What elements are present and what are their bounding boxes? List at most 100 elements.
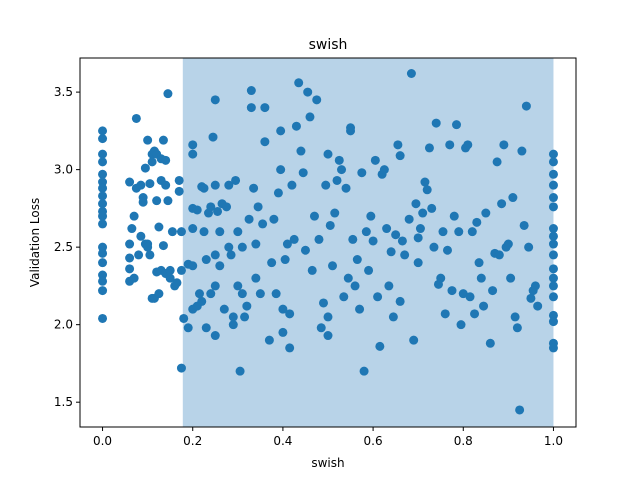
- data-point: [165, 265, 175, 275]
- data-point: [129, 273, 139, 283]
- data-point: [179, 313, 189, 323]
- data-point: [161, 155, 171, 165]
- y-tick-label: 2.5: [54, 240, 73, 254]
- data-point: [350, 281, 360, 291]
- data-point: [194, 289, 204, 299]
- data-point: [334, 155, 344, 165]
- data-point: [260, 137, 270, 147]
- data-point: [98, 242, 108, 252]
- data-point: [224, 242, 234, 252]
- data-point: [388, 312, 398, 322]
- y-tick-label: 2.0: [54, 318, 73, 332]
- data-point: [276, 165, 286, 175]
- data-point: [429, 242, 439, 252]
- data-point: [395, 151, 405, 161]
- y-axis-ticks: 1.5 2.0 2.5 3.0 3.5: [54, 85, 80, 409]
- data-point: [384, 281, 394, 291]
- data-point: [143, 242, 153, 252]
- data-point: [472, 217, 482, 227]
- data-point: [163, 89, 173, 99]
- data-point: [325, 220, 335, 230]
- data-point: [210, 95, 220, 105]
- data-point: [98, 134, 108, 144]
- data-point: [161, 180, 171, 190]
- data-point: [231, 175, 241, 185]
- data-point: [393, 140, 403, 150]
- data-point: [176, 265, 186, 275]
- data-point: [548, 239, 558, 249]
- data-point: [188, 140, 198, 150]
- data-point: [278, 327, 288, 337]
- data-point: [98, 270, 108, 280]
- data-point: [488, 286, 498, 296]
- data-point: [474, 258, 484, 268]
- data-point: [368, 236, 378, 246]
- data-point: [449, 211, 459, 221]
- data-point: [316, 323, 326, 333]
- data-point: [255, 289, 265, 299]
- data-point: [271, 289, 281, 299]
- data-point: [228, 312, 238, 322]
- data-point: [125, 177, 135, 187]
- data-point: [503, 239, 513, 249]
- data-point: [264, 335, 274, 345]
- data-point: [395, 296, 405, 306]
- data-point: [246, 86, 256, 96]
- data-point: [323, 312, 333, 322]
- data-point: [548, 264, 558, 274]
- data-point: [397, 236, 407, 246]
- data-point: [370, 155, 380, 165]
- x-tick-label: 0.4: [273, 434, 292, 448]
- data-point: [228, 320, 238, 330]
- data-point: [136, 180, 146, 190]
- data-point: [98, 313, 108, 323]
- data-points: [98, 69, 558, 415]
- data-point: [386, 247, 396, 257]
- data-point: [145, 250, 155, 260]
- data-point: [98, 183, 108, 193]
- data-point: [98, 219, 108, 229]
- data-point: [436, 273, 446, 283]
- data-point: [415, 224, 425, 234]
- data-point: [328, 261, 338, 271]
- data-point: [548, 180, 558, 190]
- data-point: [267, 258, 277, 268]
- data-point: [476, 273, 486, 283]
- data-point: [413, 233, 423, 243]
- data-point: [210, 180, 220, 190]
- data-point: [138, 193, 148, 203]
- data-point: [129, 211, 139, 221]
- data-point: [420, 177, 430, 187]
- data-point: [463, 140, 473, 150]
- data-point: [165, 273, 175, 283]
- plot-frame: [79, 57, 577, 428]
- data-point: [224, 180, 234, 190]
- data-point: [298, 168, 308, 178]
- data-point: [152, 196, 162, 206]
- data-point: [548, 343, 558, 353]
- data-point: [188, 224, 198, 234]
- data-point: [98, 258, 108, 268]
- data-point: [98, 191, 108, 201]
- data-point: [470, 309, 480, 319]
- data-point: [98, 199, 108, 209]
- data-point: [357, 168, 367, 178]
- data-point: [343, 273, 353, 283]
- data-point: [98, 276, 108, 286]
- data-point: [282, 239, 292, 249]
- data-point: [364, 265, 374, 275]
- data-point: [300, 245, 310, 255]
- data-point: [548, 317, 558, 327]
- data-point: [323, 149, 333, 159]
- data-point: [134, 250, 144, 260]
- data-point: [210, 250, 220, 260]
- data-point: [296, 146, 306, 156]
- data-point: [323, 331, 333, 341]
- data-point: [355, 304, 365, 314]
- x-tick-label: 1.0: [544, 434, 563, 448]
- data-point: [253, 202, 263, 212]
- data-point: [332, 175, 342, 185]
- data-point: [201, 255, 211, 265]
- shaded-region: [182, 58, 554, 427]
- y-tick-label: 3.5: [54, 85, 73, 99]
